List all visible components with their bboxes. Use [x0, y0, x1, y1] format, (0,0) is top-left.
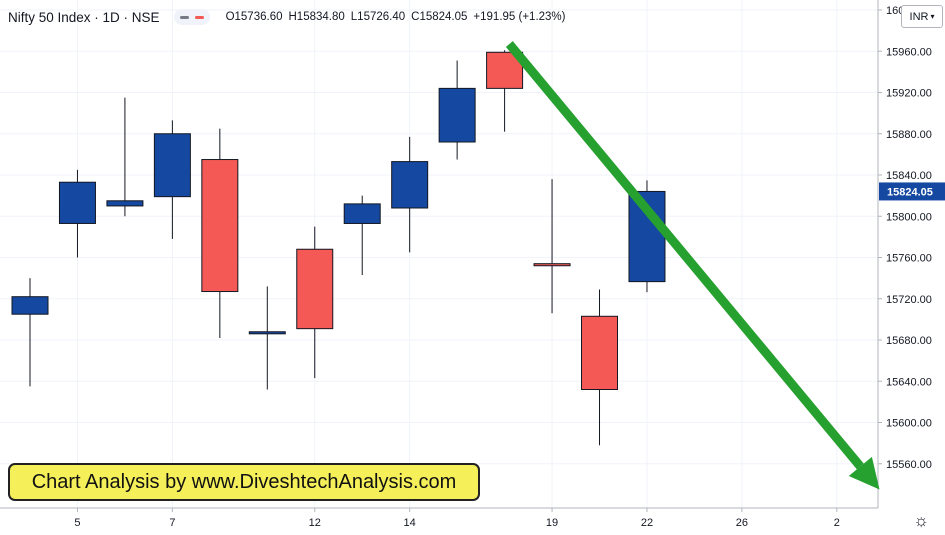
candle-down[interactable] [296, 248, 334, 330]
currency-dropdown[interactable]: INR ▾ [901, 5, 943, 28]
trend-arrow-line[interactable] [505, 41, 864, 470]
chart-header: Nifty 50 Index · 1D · NSE O 15736.60 H 1… [8, 9, 572, 25]
candle-down[interactable] [533, 263, 571, 267]
candle-down[interactable] [581, 315, 619, 390]
close-value: 15824.05 [419, 11, 468, 23]
candle-up[interactable] [58, 181, 96, 224]
y-tick-label: 15760.00 [886, 253, 932, 265]
low-value: 15726.40 [357, 11, 406, 23]
last-price-label: 15824.05 [887, 186, 933, 198]
y-tick-label: 15960.00 [886, 46, 932, 58]
symbol-title[interactable]: Nifty 50 Index · 1D · NSE [8, 9, 160, 25]
change-value: +191.95 (+1.23%) [473, 11, 566, 23]
gear-icon[interactable]: ☼ [913, 511, 929, 530]
eye-icon [179, 16, 189, 19]
x-tick-label: 5 [74, 517, 80, 529]
analysis-banner: Chart Analysis by www.DiveshtechAnalysis… [8, 463, 480, 501]
x-tick-label: 12 [309, 517, 321, 529]
y-tick-label: 15840.00 [886, 170, 932, 182]
close-label: C [411, 11, 420, 23]
currency-label: INR [909, 10, 929, 23]
y-tick-label: 15680.00 [886, 335, 932, 347]
y-tick-label: 15720.00 [886, 294, 932, 306]
visibility-toggle[interactable] [173, 9, 210, 25]
close-icon [194, 16, 204, 19]
y-tick-label: 15920.00 [886, 88, 932, 100]
candle-up[interactable] [343, 203, 381, 224]
y-tick-label: 15640.00 [886, 376, 932, 388]
last-price-badge [879, 182, 945, 201]
open-value: 15736.60 [234, 11, 283, 23]
x-tick-label: 22 [641, 517, 653, 529]
candle-up[interactable] [248, 331, 286, 335]
high-value: 15834.80 [296, 11, 345, 23]
x-tick-label: 19 [546, 517, 558, 529]
banner-text: Chart Analysis by www.DiveshtechAnalysis… [31, 470, 457, 493]
x-tick-label: 7 [169, 517, 175, 529]
y-tick-label: 15560.00 [886, 459, 932, 471]
candle-up[interactable] [391, 161, 429, 209]
x-tick-label: 26 [736, 517, 748, 529]
low-label: L [350, 11, 358, 23]
chevron-down-icon: ▾ [930, 12, 935, 21]
open-label: O [225, 11, 235, 23]
candle-up[interactable] [11, 296, 49, 315]
x-tick-label: 14 [404, 517, 416, 529]
y-tick-label: 15880.00 [886, 129, 932, 141]
x-tick-label: 2 [834, 517, 840, 529]
y-tick-label: 15600.00 [886, 418, 932, 430]
candle-up[interactable] [438, 87, 476, 143]
candle-up[interactable] [106, 200, 144, 207]
high-label: H [288, 11, 297, 23]
candle-up[interactable] [153, 133, 191, 198]
trend-arrow-head [848, 456, 880, 490]
candle-down[interactable] [201, 159, 239, 293]
y-tick-label: 15800.00 [886, 211, 932, 223]
